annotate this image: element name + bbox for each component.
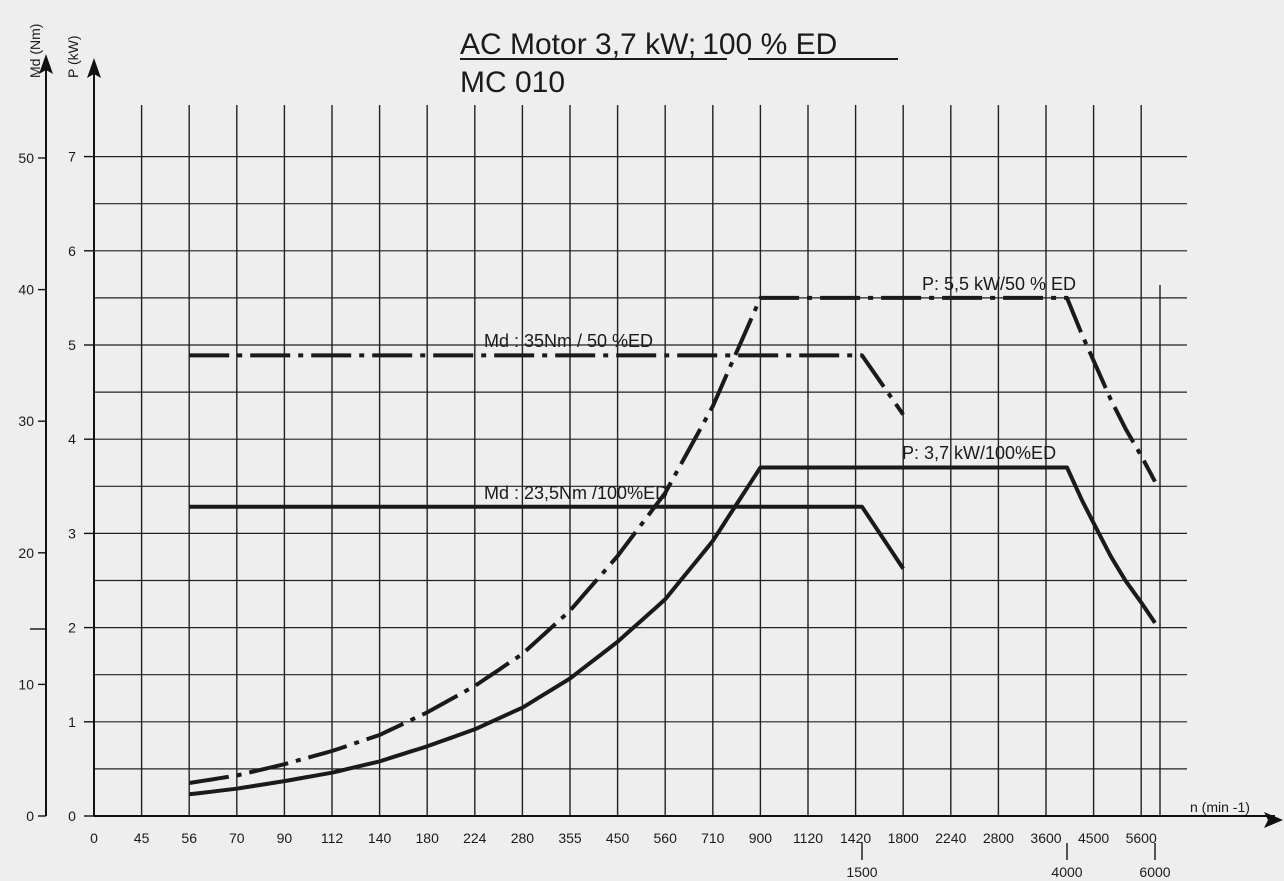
x-tick-label: 1420	[840, 830, 871, 846]
title-part1: AC Motor 3,7 kW	[460, 28, 689, 61]
x-tick-label: 5600	[1126, 830, 1157, 846]
p-tick-label: 4	[68, 431, 76, 447]
p-tick-label: 3	[68, 525, 76, 541]
x-extra-tick-label: 1500	[846, 864, 877, 880]
x-tick-label: 1800	[888, 830, 919, 846]
x-tick-label: 224	[463, 830, 487, 846]
annotation-p50: P: 5,5 kW/50 % ED	[922, 274, 1076, 294]
md-tick-label: 10	[18, 676, 34, 692]
chart-subtitle: MC 010	[460, 66, 565, 99]
md-tick-label: 50	[18, 150, 34, 166]
p-tick-label: 6	[68, 243, 76, 259]
annotation-md50: Md : 35Nm / 50 %ED	[484, 331, 653, 351]
series-line-md50	[189, 353, 905, 416]
x-tick-label: 45	[134, 830, 150, 846]
p-axis-label: P (kW)	[65, 35, 81, 78]
p-tick-label: 2	[68, 620, 76, 636]
x-tick-label: 4500	[1078, 830, 1109, 846]
md-tick-label: 30	[18, 413, 34, 429]
x-extra-tick-label: 4000	[1051, 864, 1082, 880]
md-tick-label: 20	[18, 545, 34, 561]
title-part2: 100 % ED	[702, 28, 837, 61]
x-tick-label: 710	[701, 830, 725, 846]
md-axis-label: Md (Nm)	[27, 24, 43, 78]
title-separator: ;	[688, 28, 696, 61]
x-tick-label: 3600	[1030, 830, 1061, 846]
x-tick-label: 2800	[983, 830, 1014, 846]
annotation-p100: P: 3,7 kW/100%ED	[902, 443, 1056, 463]
md-axis-arrow	[39, 54, 53, 74]
x-tick-label: 900	[749, 830, 773, 846]
series-layer	[188, 295, 1157, 797]
series-line-p50	[188, 295, 1157, 785]
x-tick-label: 355	[558, 830, 582, 846]
p-tick-label: 5	[68, 337, 76, 353]
x-tick-label: 1120	[793, 830, 823, 846]
p-tick-label: 7	[68, 149, 76, 165]
x-tick-label: 70	[229, 830, 245, 846]
x-tick-label: 90	[277, 830, 293, 846]
md-tick-label: 40	[18, 282, 34, 298]
x-tick-label: 560	[654, 830, 678, 846]
x-tick-label: 56	[181, 830, 197, 846]
labels: AC Motor 3,7 kW; 100 % ED MC 010 n (min -…	[27, 24, 1250, 815]
x-axis-arrow	[1264, 812, 1283, 828]
md-tick-label: 0	[26, 808, 34, 824]
x-tick-label: 180	[416, 830, 440, 846]
p-axis-arrow	[87, 58, 101, 78]
x-tick-label: 112	[321, 830, 344, 846]
x-tick-label: 140	[368, 830, 392, 846]
chart-title: AC Motor 3,7 kW; 100 % ED	[460, 28, 837, 61]
p-tick-label: 0	[68, 808, 76, 824]
annotation-md100: Md : 23,5Nm /100%ED	[484, 483, 668, 503]
series-line-md100	[189, 504, 905, 570]
p-tick-label: 1	[68, 714, 76, 730]
x-extra-tick-label: 6000	[1139, 864, 1170, 880]
x-tick-label: 280	[511, 830, 535, 846]
series-line-p100	[188, 465, 1157, 797]
axes: 0 45 56 70 90 112 140 180 224 280 355 450 560 710 900 1…	[18, 54, 1283, 880]
x-tick-label: 450	[606, 830, 630, 846]
grid	[94, 105, 1187, 816]
x-tick-label: 0	[90, 830, 98, 846]
x-tick-label: 2240	[935, 830, 966, 846]
x-axis-label: n (min -1)	[1190, 799, 1250, 815]
